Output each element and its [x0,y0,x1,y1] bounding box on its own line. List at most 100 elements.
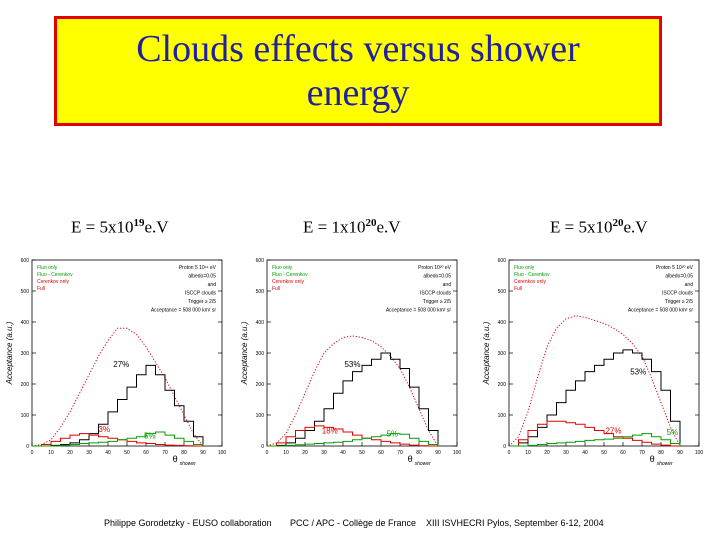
x-tick-label: 40 [105,450,111,456]
y-tick-label: 100 [498,413,507,419]
percentage-annotation: 3% [98,425,110,434]
x-axis-label: shower [415,461,431,467]
x-tick-label: 30 [563,450,569,456]
y-tick-label: 100 [256,413,265,419]
x-tick-label: 70 [397,450,403,456]
percentage-annotation: 53% [630,368,646,377]
x-tick-label: 80 [416,450,422,456]
x-tick-label: 90 [677,450,683,456]
info-line: Trigger ≥ 2/5 [423,299,451,305]
y-axis-label: Acceptance (a.u.) [482,321,491,385]
x-tick-label: 20 [544,450,550,456]
plot-frame [266,259,458,447]
title-line-2: energy [306,72,410,114]
x-tick-label: 20 [67,450,73,456]
footer-institution: PCC / APC - Collège de France [290,518,417,528]
info-line: Trigger ≥ 2/5 [665,299,693,305]
x-tick-label: 60 [378,450,384,456]
footer-conference: XIII ISVHECRI Pylos, September 6-12, 200… [426,518,604,528]
info-line: Proton 10²⁰ eV [418,265,452,271]
x-tick-label: 0 [31,450,34,456]
y-tick-label: 500 [256,289,265,295]
x-tick-label: 80 [658,450,664,456]
series-line [267,352,439,447]
legend-entry: Fluo only [514,265,535,271]
y-tick-label: 500 [498,289,507,295]
x-tick-label: 40 [582,450,588,456]
series-line [267,433,439,447]
series-line [32,364,204,447]
x-tick-label: 90 [435,450,441,456]
y-tick-label: 600 [21,258,30,264]
x-tick-label: 30 [321,450,327,456]
legend-entry: Full [272,286,280,292]
info-line: albedo=0.05 [188,274,216,280]
x-tick-label: 80 [181,450,187,456]
series-line [32,433,203,447]
info-line: and [443,282,452,288]
energy-base: E = 5x10 [71,217,134,237]
x-tick-label: 0 [508,450,511,456]
info-line: and [208,282,217,288]
y-tick-label: 200 [21,382,30,388]
legend-entry: Fluo only [37,265,58,271]
percentage-annotation: 5% [387,430,399,439]
info-line: albedo=0.05 [423,274,451,280]
info-line: ISCCP clouds [662,291,694,297]
legend-entry: Cerenkov only [37,279,69,285]
percentage-annotation: 27% [113,360,129,369]
info-line: Proton 5 10²⁰ eV [656,265,694,271]
legend-entry: Fluo - Cerenkov [514,272,550,278]
x-tick-label: 50 [601,450,607,456]
legend-entry: Fluo only [272,265,293,271]
y-tick-label: 200 [498,382,507,388]
y-tick-label: 400 [498,320,507,326]
y-axis-label: Acceptance (a.u.) [240,321,249,385]
y-tick-label: 300 [256,351,265,357]
info-line: Acceptance = 508 000 km² sr [151,308,217,314]
energy-unit: e.V [376,217,401,237]
x-tick-label: 10 [48,450,54,456]
legend-entry: Full [514,286,522,292]
series-line [32,431,204,447]
legend-entry: Fluo - Cerenkov [37,272,73,278]
x-axis-label: shower [657,461,673,467]
x-tick-label: 70 [639,450,645,456]
percentage-annotation: 5% [144,431,156,440]
y-tick-label: 500 [21,289,30,295]
y-tick-label: 300 [21,351,30,357]
plot-frame [31,259,223,447]
y-tick-label: 600 [498,258,507,264]
x-tick-label: 90 [200,450,206,456]
legend-entry: Full [37,286,45,292]
percentage-annotation: 27% [605,427,621,436]
x-tick-label: 100 [453,450,462,456]
energy-unit: e.V [623,217,648,237]
title-box: Clouds effects versus shower energy [54,16,662,126]
legend-entry: Cerenkov only [272,279,304,285]
chart-panel-1: 0 100 200 300 400 500 600 0 10 20 30 40 50 60 70 80 90 10… [2,252,234,470]
x-tick-label: 10 [283,450,289,456]
x-tick-label: 0 [266,450,269,456]
chart-panel-3: 0 100 200 300 400 500 600 0 10 20 30 40 50 60 70 80 90 10… [479,252,711,470]
y-tick-label: 0 [26,444,29,450]
percentage-annotation: 5% [667,428,679,437]
title-line-1: Clouds effects versus shower [136,28,580,70]
info-line: ISCCP clouds [185,291,217,297]
x-tick-label: 50 [124,450,130,456]
x-tick-label: 60 [620,450,626,456]
energy-exponent: 19 [133,217,145,229]
y-axis-label: Acceptance (a.u.) [5,321,14,385]
energy-base: E = 1x10 [303,217,366,237]
y-tick-label: 600 [256,258,265,264]
info-line: Acceptance = 508 000 km² sr [628,308,694,314]
acceptance-chart-3: 0 100 200 300 400 500 600 0 10 20 30 40 50 60 70 80 90 10… [482,258,703,467]
y-tick-label: 300 [498,351,507,357]
percentage-annotation: 53% [344,360,360,369]
x-axis-symbol: θ [408,454,413,464]
plot-frame [508,259,700,447]
energy-unit: e.V [144,217,169,237]
info-line: and [685,282,694,288]
acceptance-chart-2: 0 100 200 300 400 500 600 0 10 20 30 40 50 60 70 80 90 10… [240,258,462,467]
x-tick-label: 40 [340,450,346,456]
